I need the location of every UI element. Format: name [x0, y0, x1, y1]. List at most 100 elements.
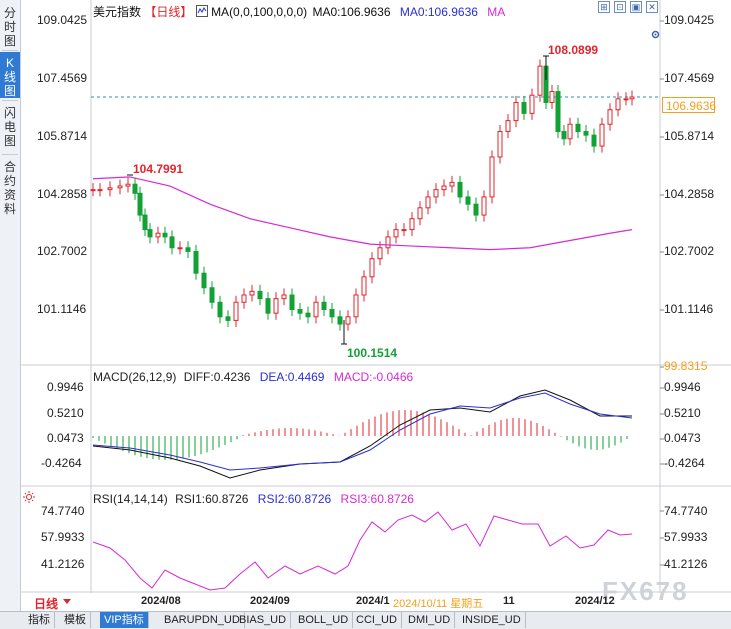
- tab-bias[interactable]: BIAS_UD: [235, 612, 292, 628]
- macd-label: -0.4264: [664, 456, 705, 470]
- candle-body: [265, 298, 271, 314]
- high-annotation: 108.0899: [548, 43, 599, 57]
- price-left-label: 107.4569: [37, 71, 88, 85]
- candle-body: [555, 91, 561, 133]
- period-tab[interactable]: 日线: [34, 597, 59, 611]
- macd-header: MACD(26,12,9) DIFF:0.4236 DEA:0.4469 MAC…: [93, 370, 413, 384]
- candle-body: [142, 214, 148, 231]
- macd-label: 0.5210: [664, 406, 701, 420]
- candle-body: [417, 207, 423, 220]
- tab-boll[interactable]: BOLL_UD: [294, 612, 354, 628]
- candle-body: [201, 272, 207, 289]
- symbol-name: 美元指数: [93, 5, 142, 19]
- chart-header: 美元指数 【日线】 MA(0,0,100,0,0,0) MA0:106.9636…: [93, 3, 505, 20]
- crosshair-date: 2024/10/11 星期五: [393, 598, 484, 610]
- macd-histogram: [92, 410, 628, 460]
- sun-icon[interactable]: [23, 490, 35, 503]
- candle-body: [401, 229, 407, 232]
- rsi-label: 74.7740: [664, 504, 708, 518]
- candle-body: [345, 316, 351, 325]
- candle-body: [289, 294, 295, 311]
- candle-body: [241, 294, 247, 303]
- fullscreen-icon[interactable]: ⊡: [614, 1, 626, 13]
- candle-body: [393, 229, 399, 238]
- tab-cci[interactable]: CCI_UD: [352, 612, 402, 628]
- candle-body: [481, 196, 487, 216]
- ma0-value-2: MA0:106.9636: [399, 5, 478, 19]
- period-label[interactable]: 【日线】: [144, 5, 193, 19]
- candlesticks: [90, 59, 635, 331]
- price-left-label: 109.0425: [37, 13, 88, 27]
- tab-contract-info-label: 合约资料: [3, 160, 16, 216]
- indicator-tab-bar: 指标 模板 VIP指标 BARUPDN_UD BIAS_UD BOLL_UD C…: [0, 611, 731, 629]
- macd-diff-line: [92, 389, 632, 479]
- checkbox-icon[interactable]: [195, 5, 208, 17]
- gear-icon[interactable]: [651, 26, 660, 39]
- price-left-label: 102.7002: [37, 244, 88, 258]
- tab-barupdn[interactable]: BARUPDN_UD: [160, 612, 245, 628]
- candle-body: [209, 287, 215, 303]
- rsi-header: RSI(14,14,14) RSI1:60.8726 RSI2:60.8726 …: [93, 492, 414, 506]
- candle-body: [169, 236, 175, 249]
- candle-body: [583, 131, 589, 136]
- candle-body: [185, 247, 191, 252]
- candle-body: [107, 187, 113, 191]
- candle-body: [567, 123, 573, 140]
- candle-body: [313, 301, 319, 318]
- tab-dmi[interactable]: DMI_UD: [404, 612, 456, 628]
- tab-vip-indicator[interactable]: VIP指标: [100, 612, 149, 628]
- restore-icon[interactable]: ▣: [630, 1, 642, 13]
- macd-value: MACD:-0.0466: [333, 370, 414, 384]
- candle-body: [489, 156, 495, 198]
- candle-body: [409, 218, 415, 231]
- rsi-line: [92, 511, 633, 591]
- expand-icon[interactable]: ⊞: [598, 1, 610, 13]
- price-left-label: 104.2858: [37, 187, 88, 201]
- candle-body: [561, 131, 567, 140]
- price-label: 102.7002: [664, 244, 715, 258]
- ma-formula: MA(0,0,100,0,0,0): [211, 5, 308, 19]
- candle-body: [441, 185, 447, 191]
- tab-inside[interactable]: INSIDE_UD: [458, 612, 526, 628]
- chevron-down-icon[interactable]: [63, 599, 71, 604]
- candle-body: [233, 301, 239, 321]
- macd-left-label: 0.9946: [47, 380, 84, 394]
- rsi-label: 57.9933: [664, 530, 708, 544]
- candle-body: [162, 232, 168, 238]
- candle-body: [90, 189, 96, 192]
- candle-body: [321, 301, 327, 311]
- tab-contract-info[interactable]: 合约资料: [0, 156, 20, 216]
- price-label: 104.2858: [664, 187, 715, 201]
- candle-body: [591, 134, 597, 147]
- tab-timeshare-label: 分时图: [3, 6, 16, 48]
- candle-body: [193, 250, 199, 274]
- candle-body: [361, 276, 367, 296]
- macd-diff: DIFF:0.4236: [183, 370, 251, 384]
- candle-body: [505, 120, 511, 133]
- tab-flash[interactable]: 闪电图: [0, 102, 20, 152]
- candle-body: [249, 290, 255, 296]
- candle-body: [629, 96, 635, 100]
- tab-indicator[interactable]: 指标: [24, 612, 55, 628]
- candle-body: [473, 203, 479, 216]
- candle-body: [385, 236, 391, 249]
- candle-body: [529, 94, 535, 114]
- rsi-left-label: 41.2126: [41, 557, 85, 571]
- macd-left-label: -0.4264: [41, 456, 82, 470]
- price-left-label: 101.1146: [37, 302, 87, 316]
- candle-body: [137, 192, 143, 216]
- candle-body: [433, 189, 439, 198]
- candle-body: [132, 183, 138, 194]
- candle-body: [329, 309, 335, 318]
- axis-ticks: [660, 20, 664, 566]
- candle-body: [465, 196, 471, 205]
- tab-template[interactable]: 模板: [60, 612, 91, 628]
- tab-timeshare[interactable]: 分时图: [0, 2, 20, 48]
- candle-body: [457, 181, 463, 198]
- x-label: 2024/09: [250, 595, 290, 607]
- close-icon[interactable]: ✕: [646, 1, 658, 13]
- candle-body: [623, 98, 629, 101]
- tab-flash-label: 闪电图: [3, 106, 16, 148]
